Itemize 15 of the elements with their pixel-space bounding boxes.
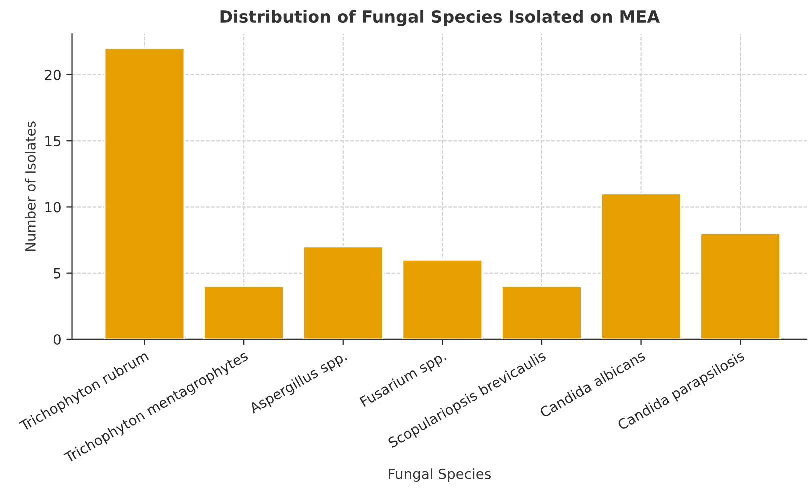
bar [302,246,384,340]
y-axis-title: Number of Isolates [25,122,36,252]
bar [104,48,186,340]
y-tick-label: 5 [54,268,61,279]
bar [204,286,284,340]
bar [402,259,484,340]
bar [502,286,582,340]
x-axis-title: Fungal Species [389,468,491,482]
y-tick-label: 20 [45,70,61,80]
y-tick-label: 15 [46,136,61,147]
y-tick-label: 10 [46,202,61,213]
bar [600,193,682,340]
bar [700,232,782,340]
chart-title: Distribution of Fungal Species Isolated on MEA [220,10,660,26]
y-tick-label: 0 [54,334,61,345]
